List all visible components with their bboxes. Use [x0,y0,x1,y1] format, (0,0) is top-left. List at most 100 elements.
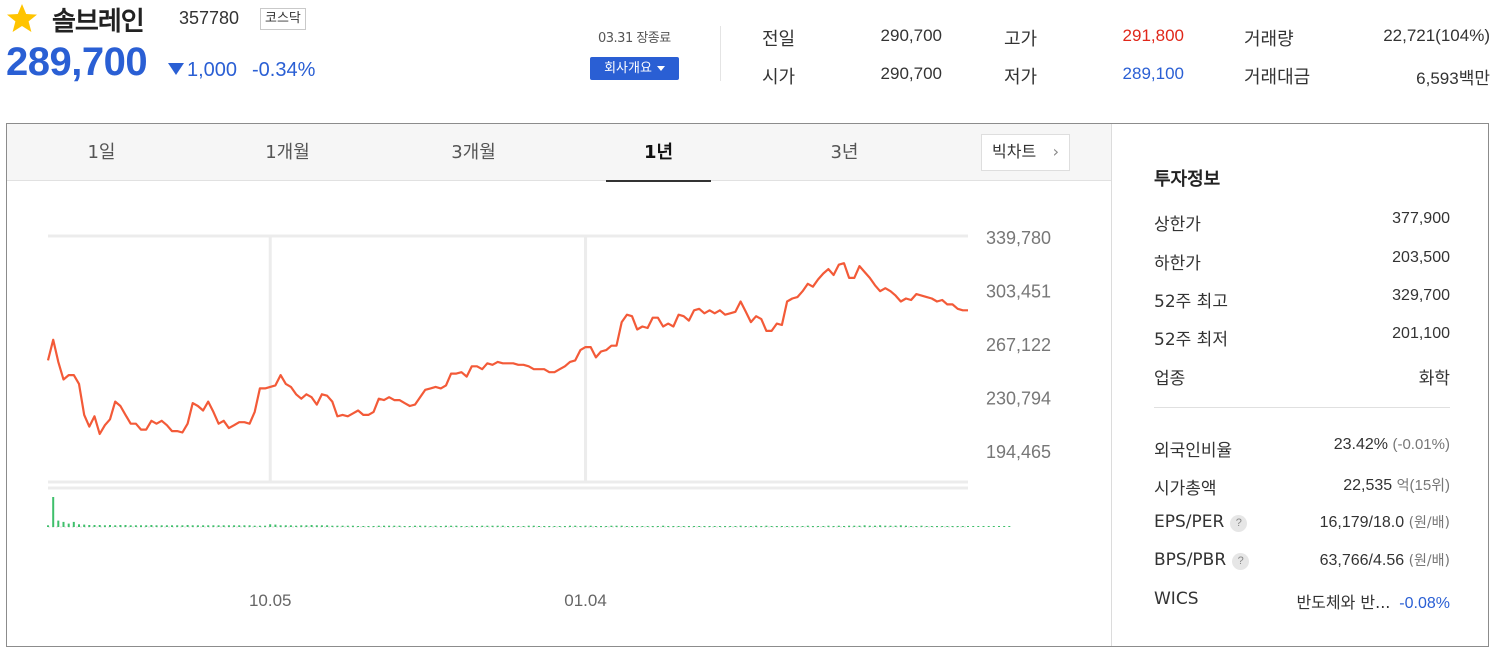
volume-bar [248,525,251,527]
volume-bar [346,525,349,527]
volume-bar [98,525,101,527]
volume-bar [129,525,132,527]
volume-bar [78,524,80,527]
volume-bar [863,525,866,527]
volume-bar [243,525,246,527]
volume-bar [998,526,1000,527]
volume-bar [145,525,148,527]
bps-pbr-text: BPS/PBR [1154,550,1227,570]
volume-bar [258,525,261,527]
volume-bar [408,526,411,527]
volume-bar [563,526,566,527]
x-tick-label: 10.05 [249,591,292,610]
volume-bar [930,526,933,527]
industry-value[interactable]: 화학 [1418,369,1450,389]
volume-bar [956,526,959,527]
volume-bar [827,525,830,527]
volume-bar [238,525,241,527]
volume-bar [677,526,680,527]
volume-bar [755,525,758,527]
volume-bar [445,525,447,527]
volume-bar [672,526,675,527]
lower-limit-row: 하한가 203,500 [1154,249,1450,274]
volume-bar [868,525,871,527]
volume-bar [982,526,985,527]
volume-bar [594,526,597,527]
volume-bar [403,526,406,527]
price-chart[interactable]: 339,780 303,451 267,122 230,794 194,465 10.0… [7,181,1111,646]
volume-bar [186,525,189,527]
volume-bar [357,526,360,527]
volume-bar [972,526,975,527]
volume-bar [662,525,665,527]
volume-bar [274,524,277,527]
volume-bar [1008,526,1011,527]
volume-bar [279,525,282,527]
volume-bar [217,525,220,527]
volume-bar [874,525,876,527]
tab-3month[interactable]: 3개월 [451,142,496,163]
price-line [46,262,968,436]
volume-bar [786,526,789,527]
volume-bar [496,525,499,527]
volume-bar [351,525,354,527]
volume-bar [739,525,742,527]
volume-bar [589,525,592,527]
volume-bar [667,526,670,527]
volume-bar [889,525,892,527]
volume-bar [67,523,70,527]
star-icon[interactable] [6,3,38,33]
question-icon[interactable]: ? [1230,515,1248,532]
volume-bar [434,525,437,527]
tab-3year[interactable]: 3년 [830,142,859,163]
volume-bar [103,525,106,527]
tab-1month[interactable]: 1개월 [265,142,310,163]
volume-bar [853,525,856,527]
market-cap-unit: 억 [1396,478,1410,494]
volume-bar [253,525,256,527]
foreign-ratio-change: (-0.01%) [1392,436,1450,453]
volume-bar [331,525,334,527]
volume-bar [160,525,163,527]
y-tick-label: 303,451 [986,282,1051,302]
volume-bar [615,525,618,527]
eps-per-unit: (원/배) [1408,515,1450,531]
volume-bar [336,525,339,527]
question-icon[interactable]: ? [1232,553,1250,570]
volume-bar [987,526,990,527]
volume-bar [460,526,463,527]
volume-bar [920,525,923,527]
volume-bar [631,526,633,527]
wics-sector[interactable]: 반도체와 반... [1296,593,1391,612]
volume-bar [713,526,716,527]
volume-bar [207,525,210,527]
volume-bar [770,526,773,527]
volume-bar [419,525,422,527]
volume-bar [326,525,329,527]
volume-bar [486,525,489,527]
volume-bar [832,526,835,527]
tab-1day[interactable]: 1일 [87,142,116,163]
high52-row: 52주 최고 329,700 [1154,287,1450,312]
market-badge: 코스닥 [260,8,306,30]
volume-bar [884,525,887,527]
bps-pbr-row: BPS/PBR? 63,766/4.56 (원/배) [1154,550,1450,574]
tab-1year[interactable]: 1년 [606,124,711,182]
volume-bar [501,525,504,527]
company-overview-button[interactable]: 회사개요 [590,57,679,80]
volume-bar [765,525,768,527]
volume-bar [47,525,49,527]
volume-bar [196,525,199,527]
volume-bar [367,526,370,527]
low-value: 289,100 [1122,64,1184,83]
volume-bar [455,525,458,527]
market-cap-value: 22,535 억(15위) [1343,474,1450,495]
open-label: 시가 [762,67,796,88]
volume-bar [439,526,442,527]
big-chart-button[interactable]: 빅차트 › [981,134,1070,171]
volume-bar [925,526,928,527]
low52-value: 201,100 [1392,325,1450,342]
wics-row: WICS 반도체와 반... -0.08% [1154,589,1450,613]
stock-header: 솔브레인 357780 코스닥 289,700 1,000 -0.34% 03.… [0,0,1493,112]
price-change: 1,000 [187,59,238,81]
